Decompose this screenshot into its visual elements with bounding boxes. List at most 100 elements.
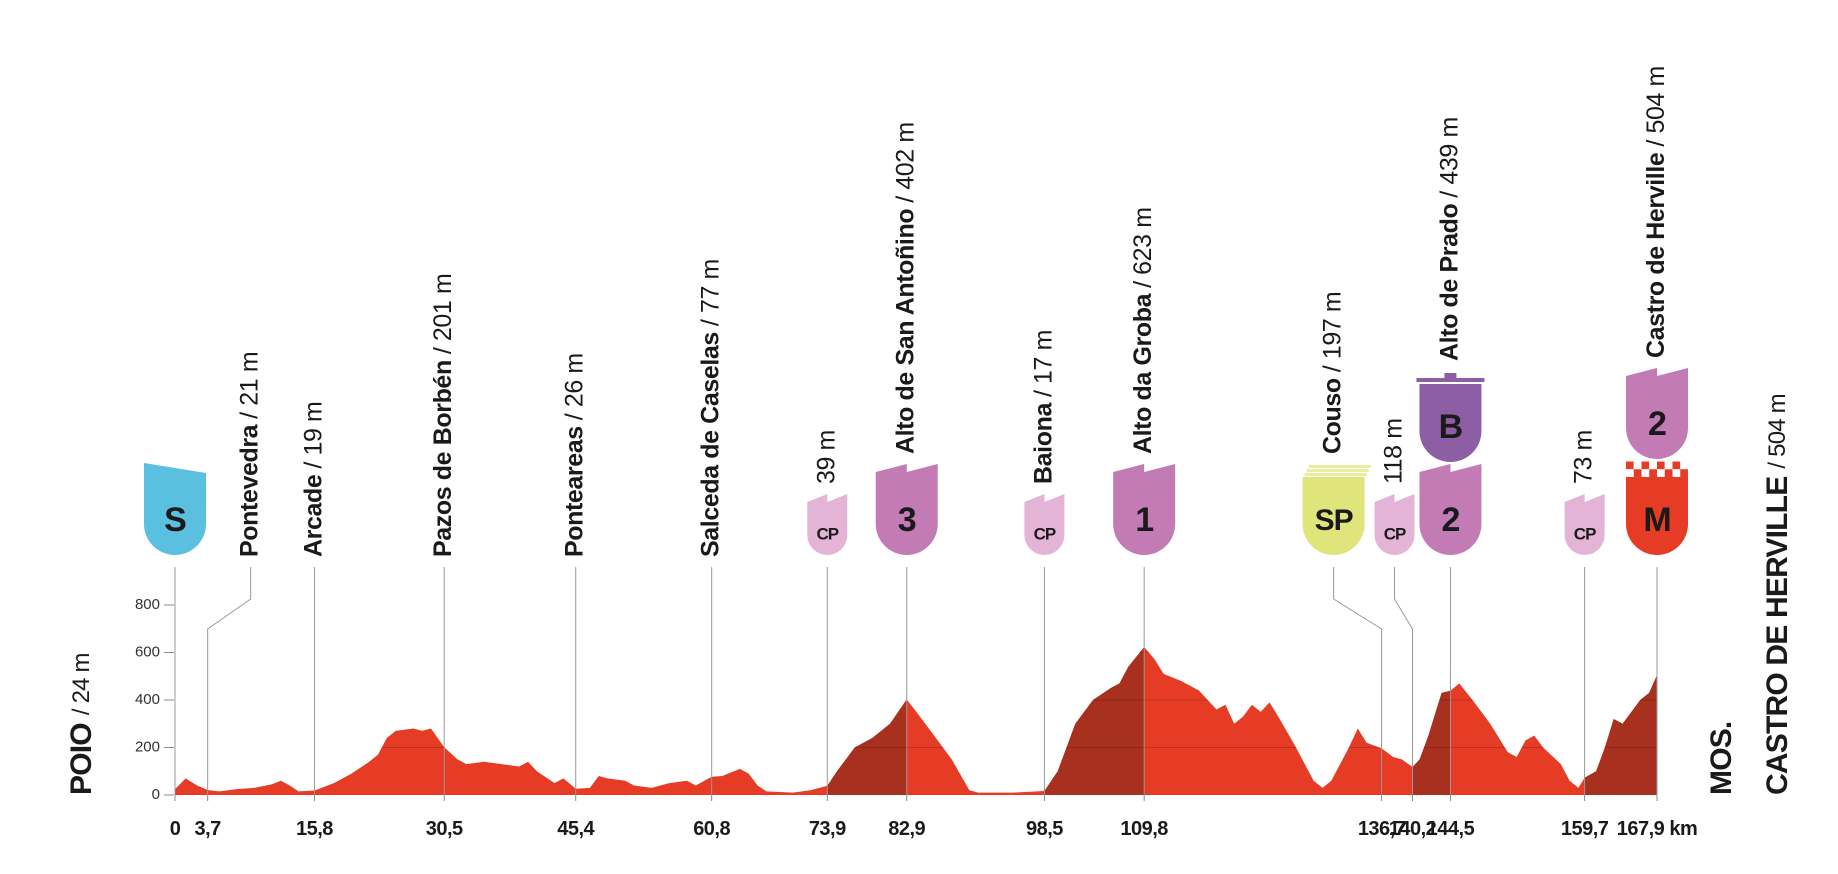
waypoint-name: Alto da Groba	[1129, 292, 1157, 454]
icon	[1113, 477, 1176, 555]
icon-roof	[1626, 368, 1688, 381]
icon-checker	[1626, 469, 1634, 477]
waypoint-alt: 73 m	[1569, 430, 1597, 484]
icon	[144, 477, 206, 555]
icon-tab	[1416, 378, 1485, 382]
waypoint-label: Couso / 197 m	[1318, 292, 1346, 454]
climb-area	[827, 699, 907, 795]
icon-stack	[1306, 469, 1369, 472]
icon-checker	[1672, 461, 1681, 470]
icon-label: SP	[1315, 504, 1353, 537]
waypoint-alt: / 17 m	[1029, 330, 1057, 397]
icon-roof	[1374, 494, 1415, 507]
icon-stack	[1308, 465, 1371, 468]
x-tick-label: 159,7	[1561, 818, 1609, 840]
icon-roof	[1113, 464, 1176, 477]
icon	[807, 507, 848, 555]
x-tick-label: 73,9	[809, 818, 846, 840]
waypoint-name: Arcade	[299, 474, 327, 557]
x-tick-label: 60,8	[693, 818, 730, 840]
finish-label: CASTRO DE HERVILLE / 504 m	[1761, 394, 1794, 795]
waypoint-label: Arcade / 19 m	[299, 402, 327, 557]
waypoint-alt: / 26 m	[560, 353, 588, 420]
icon	[1374, 507, 1415, 555]
icon-checker	[1633, 469, 1642, 477]
y-tick-label: 0	[152, 786, 160, 803]
waypoint-label: 39 m	[812, 430, 840, 484]
icon	[1564, 507, 1605, 555]
icon-label: CP	[1384, 524, 1406, 543]
waypoint-label: Castro de Herville / 504 m	[1642, 66, 1670, 358]
icon-roof	[1419, 464, 1482, 477]
waypoint-label: Pontevedra / 21 m	[235, 352, 263, 557]
icon-label: CP	[1574, 524, 1596, 543]
icon-label: B	[1439, 408, 1463, 446]
y-tick-label: 800	[135, 596, 160, 613]
waypoint-label: Alto de San Antoñino / 402 m	[891, 122, 919, 454]
icon	[1626, 477, 1688, 555]
climb-area	[1412, 690, 1451, 795]
finish-name: CASTRO DE HERVILLE	[1761, 477, 1794, 795]
icon-roof	[807, 494, 848, 507]
waypoint-alt: / 19 m	[299, 402, 327, 469]
icon	[1419, 477, 1482, 555]
y-tick-label: 600	[135, 643, 160, 660]
waypoint-name: Pontevedra	[235, 423, 263, 557]
waypoint-label: Alto da Groba / 623 m	[1129, 207, 1157, 454]
y-tick-label: 400	[135, 691, 160, 708]
icon-roof	[1564, 494, 1605, 507]
icon-checker	[1680, 461, 1688, 470]
start-alt: / 24 m	[68, 653, 95, 715]
icon-checker	[1664, 469, 1673, 477]
icon	[1626, 381, 1688, 459]
icon-checker	[1657, 469, 1665, 477]
waypoint-alt: / 197 m	[1318, 292, 1346, 373]
waypoint-name: Couso	[1318, 378, 1346, 454]
climb-area	[1584, 675, 1657, 795]
icon-checker	[1657, 461, 1665, 470]
waypoint-alt: / 504 m	[1642, 66, 1670, 147]
elevation-area	[175, 647, 1657, 795]
x-tick-label: 136,7	[1358, 818, 1406, 840]
x-tick-label: 109,8	[1120, 818, 1168, 840]
icon-label: 3	[898, 501, 916, 539]
y-tick-label: 200	[135, 738, 160, 755]
icon-roof	[875, 464, 938, 477]
waypoint-label: Alto de Prado / 439 m	[1435, 117, 1463, 361]
waypoint-name: Alto de San Antoñino	[891, 209, 919, 454]
icon-checker	[1649, 469, 1657, 477]
icon-checker	[1641, 461, 1650, 470]
waypoint-line	[207, 567, 252, 795]
finish-alt: / 504 m	[1764, 394, 1791, 468]
waypoint-label: Baiona / 17 m	[1029, 330, 1057, 484]
x-tick-label: 0	[170, 818, 181, 840]
icon-checker	[1680, 469, 1688, 477]
x-tick-label: 98,5	[1026, 818, 1063, 840]
waypoint-name: Salceda de Caselas	[696, 332, 724, 557]
x-tick-label: 82,9	[888, 818, 925, 840]
icon-label: CP	[1034, 524, 1056, 543]
waypoint-alt: / 623 m	[1129, 207, 1157, 288]
x-tick-label: 167,9 km	[1617, 818, 1698, 840]
icon-checker	[1664, 461, 1673, 470]
icon-label: 2	[1441, 501, 1459, 539]
icon-label: M	[1643, 501, 1670, 539]
icon	[875, 477, 938, 555]
icon-tab	[1444, 373, 1457, 379]
waypoint-alt: 39 m	[812, 430, 840, 484]
icon-checker	[1641, 469, 1650, 477]
x-tick-label: 30,5	[426, 818, 463, 840]
icon-stack	[1304, 473, 1367, 476]
x-tick-label: 3,7	[195, 818, 222, 840]
waypoint-label: Ponteareas / 26 m	[560, 353, 588, 557]
waypoint-alt: / 201 m	[429, 274, 457, 355]
waypoint-line	[1394, 567, 1414, 795]
icon-checker	[1649, 461, 1657, 470]
finish-name: MOS.	[1705, 722, 1738, 795]
waypoint-label: Pazos de Borbén / 201 m	[429, 274, 457, 557]
icon	[1024, 507, 1065, 555]
waypoint-alt: / 77 m	[696, 259, 724, 326]
waypoint-label: 118 m	[1379, 418, 1407, 484]
icon-checker	[1633, 461, 1642, 470]
start-label: POIO / 24 m	[65, 653, 98, 795]
